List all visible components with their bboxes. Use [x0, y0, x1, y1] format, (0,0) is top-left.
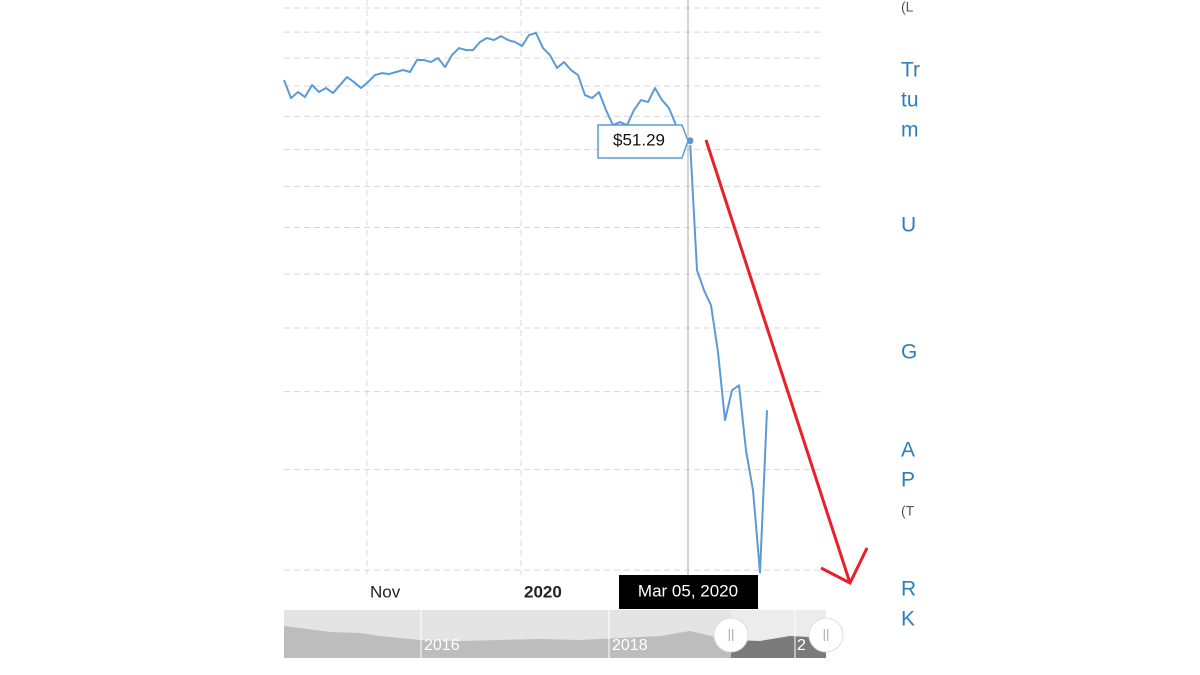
sidebar: (L Tr tu m U G A P (T R K [901, 0, 920, 631]
handle-grip: || [728, 626, 735, 641]
sidebar-text[interactable]: P [901, 469, 915, 492]
navigator-handle[interactable] [713, 617, 749, 653]
annotation-arrow-head [820, 547, 869, 586]
sidebar-text[interactable]: Tr [901, 59, 920, 82]
navigator-label: 2018 [612, 637, 648, 654]
navigator: 2016 2018 2 || || [284, 610, 844, 658]
sidebar-text: (L [901, 0, 914, 15]
sidebar-text[interactable]: tu [901, 89, 919, 112]
navigator-area [284, 626, 826, 658]
sidebar-text[interactable]: m [901, 119, 919, 142]
sidebar-text[interactable]: A [901, 439, 915, 462]
sidebar-text[interactable]: G [901, 341, 917, 364]
handle-grip: || [823, 626, 830, 641]
navigator-handle[interactable] [808, 617, 844, 653]
x-tick-label: Nov [370, 582, 401, 601]
sidebar-text[interactable]: U [901, 214, 916, 237]
sidebar-text: (T [901, 503, 915, 519]
navigator-label: 2 [797, 637, 806, 654]
hover-date: Mar 05, 2020 [638, 581, 738, 600]
sidebar-text[interactable]: K [901, 608, 915, 631]
navigator-selected [731, 636, 826, 658]
annotation-arrow [704, 139, 852, 584]
date-box [619, 575, 758, 609]
tooltip-box [597, 124, 689, 159]
x-tick-label: 2020 [524, 582, 562, 601]
navigator-label: 2016 [424, 637, 460, 654]
tooltip-label: $51.29 [613, 130, 665, 149]
sidebar-text[interactable]: R [901, 578, 916, 601]
